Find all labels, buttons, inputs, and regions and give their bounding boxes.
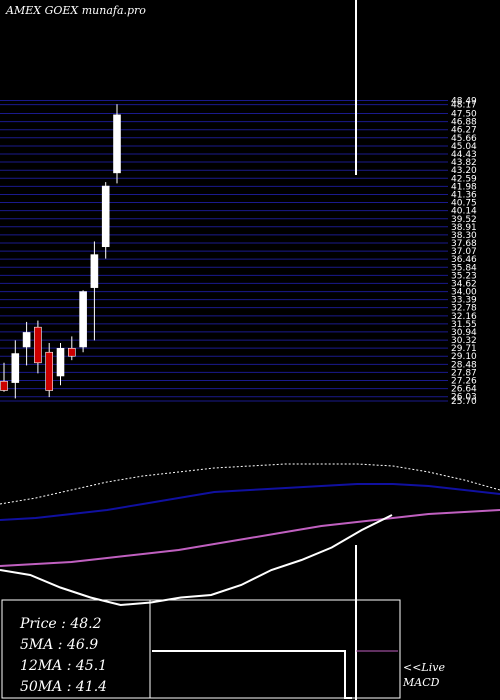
- price-level-label: 41.36: [451, 190, 477, 200]
- price-level-label: 45.04: [451, 142, 477, 152]
- price-level-label: 31.55: [451, 320, 477, 330]
- macd-label: MACD: [403, 676, 440, 689]
- price-level-label: 35.84: [451, 263, 477, 273]
- price-level-label: 37.07: [451, 247, 477, 257]
- price-level-label: 37.68: [451, 239, 477, 249]
- macd-line: [0, 514, 393, 607]
- price-level-label: 29.10: [451, 352, 477, 362]
- price-level-label: 34.00: [451, 288, 477, 298]
- price-level-label: 34.62: [451, 279, 477, 289]
- price-level-label: 26.64: [451, 385, 477, 395]
- ma-dotted-line: [0, 463, 500, 505]
- macd-panel-box: [149, 599, 401, 699]
- price-readout: Price : 48.2: [20, 616, 102, 632]
- live-macd-label: <<Live MACD: [403, 660, 445, 690]
- price-level-label: 46.88: [451, 118, 477, 128]
- candle-body: [56, 347, 65, 377]
- price-level-label: 27.87: [451, 368, 477, 378]
- price-level-label: 25.70: [451, 397, 477, 407]
- candle-body: [113, 114, 121, 174]
- candle-body: [0, 380, 8, 391]
- price-level-label: 28.48: [451, 360, 477, 370]
- price-level-label: 43.82: [451, 158, 477, 168]
- price-level-label: 43.20: [451, 166, 477, 176]
- price-level-label: 38.91: [451, 223, 477, 233]
- live-label: <<Live: [403, 661, 445, 674]
- price-level-label: 38.30: [451, 231, 477, 241]
- ma-blue-line: [0, 483, 500, 521]
- info-panel: Price : 48.2 5MA : 46.9 12MA : 45.1 50MA…: [20, 614, 107, 698]
- price-level-label: 44.43: [451, 150, 477, 160]
- price-level-label: 26.03: [451, 393, 477, 403]
- price-level-label: 45.66: [451, 134, 477, 144]
- price-level-label: 48.49: [451, 96, 477, 106]
- price-level-label: 30.94: [451, 328, 477, 338]
- candle-body: [11, 353, 20, 383]
- candle-body: [79, 291, 87, 348]
- price-level-label: 40.14: [451, 207, 477, 217]
- ma5-readout: 5MA : 46.9: [20, 637, 99, 653]
- price-level-label: 32.16: [451, 312, 477, 322]
- candle-body: [22, 332, 31, 348]
- price-level-label: 29.71: [451, 344, 477, 354]
- candle-body: [101, 185, 110, 248]
- ma12-readout: 12MA : 45.1: [20, 658, 108, 674]
- candle-body: [34, 326, 42, 364]
- price-level-label: 41.98: [451, 182, 477, 192]
- price-level-label: 40.75: [451, 199, 477, 209]
- price-level-label: 42.59: [451, 174, 477, 184]
- price-level-label: 47.50: [451, 110, 477, 120]
- price-level-label: 48.17: [451, 101, 477, 111]
- price-level-label: 39.52: [451, 215, 477, 225]
- candle-body: [45, 351, 54, 391]
- price-level-label: 36.46: [451, 255, 477, 265]
- price-level-label: 27.26: [451, 376, 477, 386]
- price-level-label: 32.78: [451, 304, 477, 314]
- price-level-label: 35.23: [451, 271, 477, 281]
- price-level-label: 46.27: [451, 126, 477, 136]
- ma50-readout: 50MA : 41.4: [20, 679, 108, 695]
- price-level-label: 30.32: [451, 336, 477, 346]
- chart-title: AMEX GOEX munafa.pro: [6, 4, 146, 17]
- candle-body: [68, 347, 76, 357]
- ma-pink-line: [0, 509, 500, 567]
- macd-histogram-step: [152, 650, 352, 699]
- candle-body: [90, 254, 99, 288]
- price-level-label: 33.39: [451, 296, 477, 306]
